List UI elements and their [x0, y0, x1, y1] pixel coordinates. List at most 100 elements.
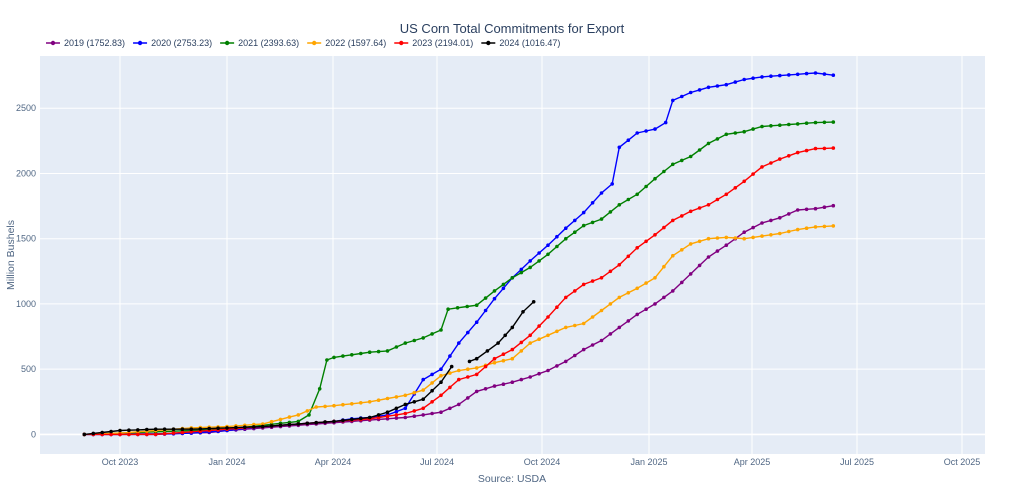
data-point — [430, 388, 434, 393]
data-point — [314, 420, 319, 425]
data-point — [394, 395, 399, 399]
data-point — [314, 405, 319, 409]
data-point — [376, 415, 381, 420]
data-point — [760, 124, 764, 129]
data-point — [403, 402, 408, 407]
data-point — [787, 229, 791, 234]
data-point — [644, 239, 648, 244]
data-point — [573, 289, 577, 293]
data-point — [455, 306, 460, 310]
legend-item: 2021 (2393.63) — [220, 38, 299, 48]
legend-marker — [224, 40, 230, 46]
data-point — [635, 192, 639, 197]
data-point — [599, 276, 604, 280]
data-point — [760, 221, 764, 225]
data-point — [626, 254, 631, 259]
data-point — [733, 236, 738, 240]
data-point — [252, 425, 256, 429]
data-point — [724, 235, 729, 240]
data-point — [724, 192, 729, 197]
data-point — [760, 234, 764, 238]
data-point — [421, 336, 426, 340]
data-point — [733, 186, 738, 190]
data-point — [635, 246, 639, 250]
data-point — [706, 85, 711, 90]
data-point — [287, 422, 292, 427]
data-point — [403, 415, 408, 420]
data-point — [769, 124, 773, 128]
data-point — [171, 427, 176, 432]
data-point — [831, 73, 836, 77]
data-point — [510, 276, 515, 280]
data-point — [403, 406, 408, 411]
data-point — [376, 398, 381, 403]
data-point — [795, 227, 800, 232]
data-point — [421, 413, 426, 417]
data-point — [367, 415, 372, 420]
data-point — [269, 424, 274, 428]
data-point — [180, 430, 185, 435]
data-point — [608, 302, 613, 306]
data-point — [813, 146, 818, 151]
legend-item: 2023 (2194.01) — [394, 38, 473, 48]
data-point — [528, 341, 532, 345]
data-point — [760, 165, 764, 169]
data-point — [778, 216, 782, 220]
data-point — [688, 272, 693, 276]
data-point — [501, 286, 506, 291]
data-point — [323, 420, 327, 424]
data-point — [831, 203, 836, 208]
legend-marker — [311, 40, 317, 46]
data-point — [430, 411, 434, 416]
data-point — [457, 402, 461, 407]
data-point — [260, 424, 265, 429]
data-point — [706, 236, 711, 241]
plot-area — [40, 56, 985, 454]
grid-lines — [40, 56, 985, 454]
data-point — [474, 366, 479, 370]
data-point — [234, 425, 238, 430]
data-point — [617, 295, 622, 300]
data-point — [590, 279, 595, 283]
data-point — [91, 431, 96, 436]
data-point — [546, 252, 550, 257]
data-point — [617, 325, 622, 330]
data-point — [769, 161, 773, 165]
data-point — [109, 429, 113, 434]
data-point — [769, 218, 773, 223]
data-point — [608, 332, 613, 336]
data-point — [474, 356, 479, 361]
data-point — [198, 427, 203, 431]
data-point — [528, 265, 532, 270]
data-point — [599, 338, 604, 343]
data-point — [448, 406, 452, 411]
data-point — [501, 282, 506, 287]
data-point — [626, 138, 631, 142]
data-point — [778, 123, 782, 127]
x-axis-title: Source: USDA — [478, 473, 546, 485]
data-point — [635, 286, 639, 291]
data-point — [822, 224, 827, 229]
y-tick-label: 0 — [31, 429, 36, 439]
data-point — [439, 367, 443, 372]
y-tick-label: 1500 — [16, 234, 36, 244]
data-point — [715, 84, 720, 88]
data-point — [466, 396, 470, 400]
data-point — [153, 432, 158, 437]
x-tick-label: Jan 2025 — [630, 457, 667, 467]
data-point — [385, 410, 390, 415]
series-line — [469, 301, 535, 363]
data-point — [778, 231, 782, 236]
data-point — [537, 259, 541, 263]
data-point — [653, 127, 657, 131]
data-point — [412, 400, 417, 404]
data-point — [751, 172, 755, 176]
data-point — [697, 239, 702, 244]
data-point — [421, 406, 426, 411]
data-point — [671, 162, 675, 167]
data-point — [483, 308, 488, 313]
data-point — [180, 427, 185, 432]
data-point — [813, 120, 818, 125]
data-point — [581, 321, 586, 326]
data-point — [466, 375, 470, 379]
